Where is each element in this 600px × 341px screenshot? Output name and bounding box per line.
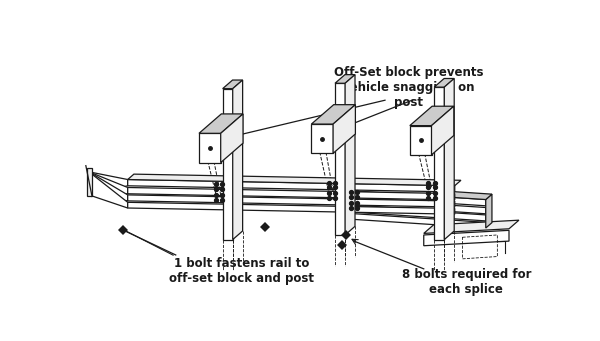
Polygon shape (344, 206, 486, 221)
Polygon shape (128, 179, 455, 192)
Polygon shape (431, 106, 454, 155)
Polygon shape (410, 106, 454, 125)
Polygon shape (311, 124, 333, 153)
Polygon shape (311, 105, 355, 124)
Text: 1 bolt fastens rail to
off-set block and post: 1 bolt fastens rail to off-set block and… (169, 256, 314, 284)
Polygon shape (344, 198, 486, 214)
Polygon shape (199, 133, 221, 163)
Polygon shape (89, 172, 128, 195)
Polygon shape (344, 213, 486, 228)
Polygon shape (89, 172, 128, 201)
Polygon shape (128, 195, 455, 207)
Text: 8 bolts required for
each splice: 8 bolts required for each splice (401, 268, 531, 296)
Polygon shape (410, 125, 431, 155)
Polygon shape (344, 190, 486, 206)
Polygon shape (344, 185, 492, 199)
Polygon shape (444, 78, 454, 240)
Polygon shape (128, 202, 455, 214)
Polygon shape (335, 83, 345, 235)
Polygon shape (223, 89, 233, 240)
Text: Off-Set block prevents
vehicle snagging on
post: Off-Set block prevents vehicle snagging … (334, 65, 483, 108)
Polygon shape (424, 230, 509, 246)
Polygon shape (199, 114, 243, 133)
Polygon shape (89, 172, 128, 195)
Polygon shape (335, 75, 355, 83)
Polygon shape (486, 194, 492, 228)
Polygon shape (221, 114, 243, 163)
Polygon shape (424, 220, 519, 234)
Polygon shape (128, 188, 455, 200)
Polygon shape (333, 105, 355, 153)
Polygon shape (128, 174, 461, 186)
Polygon shape (89, 172, 128, 208)
Polygon shape (434, 87, 444, 240)
Polygon shape (345, 75, 355, 235)
Polygon shape (233, 80, 242, 240)
Polygon shape (223, 80, 242, 89)
Polygon shape (434, 78, 454, 87)
Polygon shape (88, 168, 92, 196)
